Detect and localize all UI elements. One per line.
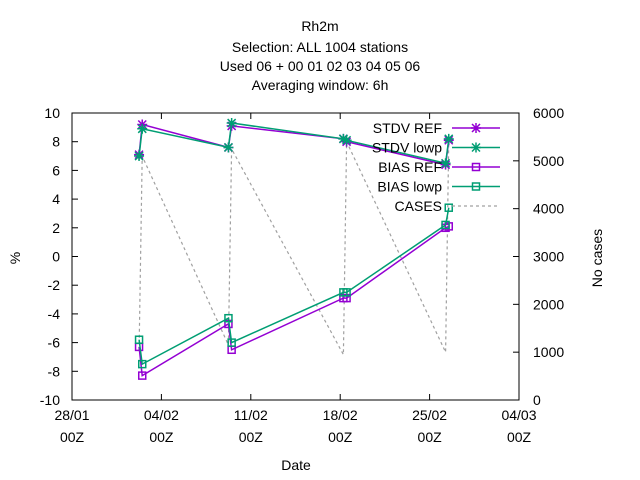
series-line-bias-ref [138,225,450,377]
series-line-stdv-ref [138,123,450,166]
y2-axis-label: No cases [589,229,605,287]
series-bias-lowp [134,203,454,369]
title-line-1: Rh2m [301,18,338,34]
title-line-2: Selection: ALL 1004 stations [232,39,408,55]
y2-tick-label: 2000 [533,296,564,312]
series-cases [138,136,450,357]
legend-marker-stdv-ref [471,123,481,133]
y2-tick-label: 0 [533,392,541,408]
data-point-bias-lowp [441,220,450,230]
legend-label-bias-lowp: BIAS lowp [377,179,442,195]
data-point-stdv-lowp [338,133,349,144]
title-line-3: Used 06 + 00 01 02 03 04 05 06 [220,58,421,74]
data-point-stdv-lowp [443,133,454,144]
data-point-bias-lowp [342,288,351,297]
y-tick-label: -2 [48,277,61,293]
data-point-stdv-lowp [440,158,451,169]
data-point-bias-lowp [227,338,236,347]
legend-label-stdv-ref: STDV REF [373,120,442,136]
legend: STDV REF STDV lowp BIAS REF BIAS lowp CASES [372,120,500,214]
x-tick-label: 11/02 [234,407,268,423]
x-tick-label: 00Z [418,429,443,445]
x-tick-label: 00Z [507,429,532,445]
chart-title: Rh2m Selection: ALL 1004 stations Used 0… [220,18,421,93]
y-tick-label: -10 [40,392,60,408]
y-tick-label: 6 [52,162,60,178]
data-point-bias-ref [137,371,147,380]
legend-item-bias-ref: BIAS REF [378,159,500,175]
y2-tick-label: 3000 [533,249,564,265]
y2-tick-label: 6000 [533,105,564,121]
x-tick-label: 00Z [328,429,353,445]
y-tick-label: 10 [44,105,60,121]
y2-tick-label: 1000 [533,344,564,360]
data-point-stdv-lowp [137,123,148,134]
legend-marker-stdv-lowp [471,142,481,153]
legend-item-stdv-lowp: STDV lowp [372,140,500,156]
y-tick-label: -4 [48,306,61,322]
title-line-4: Averaging window: 6h [252,77,389,93]
data-point-stdv-lowp [226,118,237,129]
x-tick-label: 25/02 [412,407,447,423]
x-axis-label: Date [281,457,311,473]
series-layer [134,118,454,380]
x-tick-label: 28/01 [54,407,89,423]
legend-item-bias-lowp: BIAS lowp [377,179,500,195]
data-point-bias-lowp [137,359,147,369]
y-tick-label: -6 [48,335,61,351]
legend-label-bias-ref: BIAS REF [378,159,442,175]
data-point-stdv-lowp [341,135,352,146]
axes: 10 8 6 4 2 0 -2 -4 -6 -8 -10 6000 5000 4000 3000 2000 10… [40,105,565,445]
y-tick-label: -8 [48,363,61,379]
x-tick-label: 00Z [60,429,85,445]
legend-label-cases: CASES [395,198,442,214]
y-tick-label: 0 [52,249,60,265]
x-tick-label: 04/03 [501,407,536,423]
data-point-bias-lowp [134,335,144,344]
y-tick-label: 8 [52,134,60,150]
y-tick-label: 4 [52,191,60,207]
series-line-stdv-lowp [138,122,450,165]
series-bias-ref [134,222,454,380]
legend-item-stdv-ref: STDV REF [373,120,500,136]
data-point-stdv-lowp [134,151,145,162]
legend-marker-bias-lowp [471,182,481,191]
legend-item-cases: CASES [395,198,500,214]
series-line-cases [138,136,450,357]
data-point-stdv-lowp [223,142,234,153]
x-tick-label: 00Z [149,429,174,445]
series-stdv-lowp [134,118,454,169]
y-axis-label: % [7,252,23,264]
legend-marker-bias-ref [471,162,481,172]
y-tick-label: 2 [52,220,60,236]
x-tick-label: 18/02 [323,407,358,423]
series-line-bias-lowp [138,207,450,366]
x-tick-label: 00Z [239,429,264,445]
legend-label-stdv-lowp: STDV lowp [372,140,442,156]
y2-tick-label: 4000 [533,201,564,217]
y2-tick-label: 5000 [533,153,564,169]
x-tick-label: 04/02 [144,407,179,423]
data-point-bias-lowp [444,203,454,212]
data-point-bias-lowp [224,313,233,323]
